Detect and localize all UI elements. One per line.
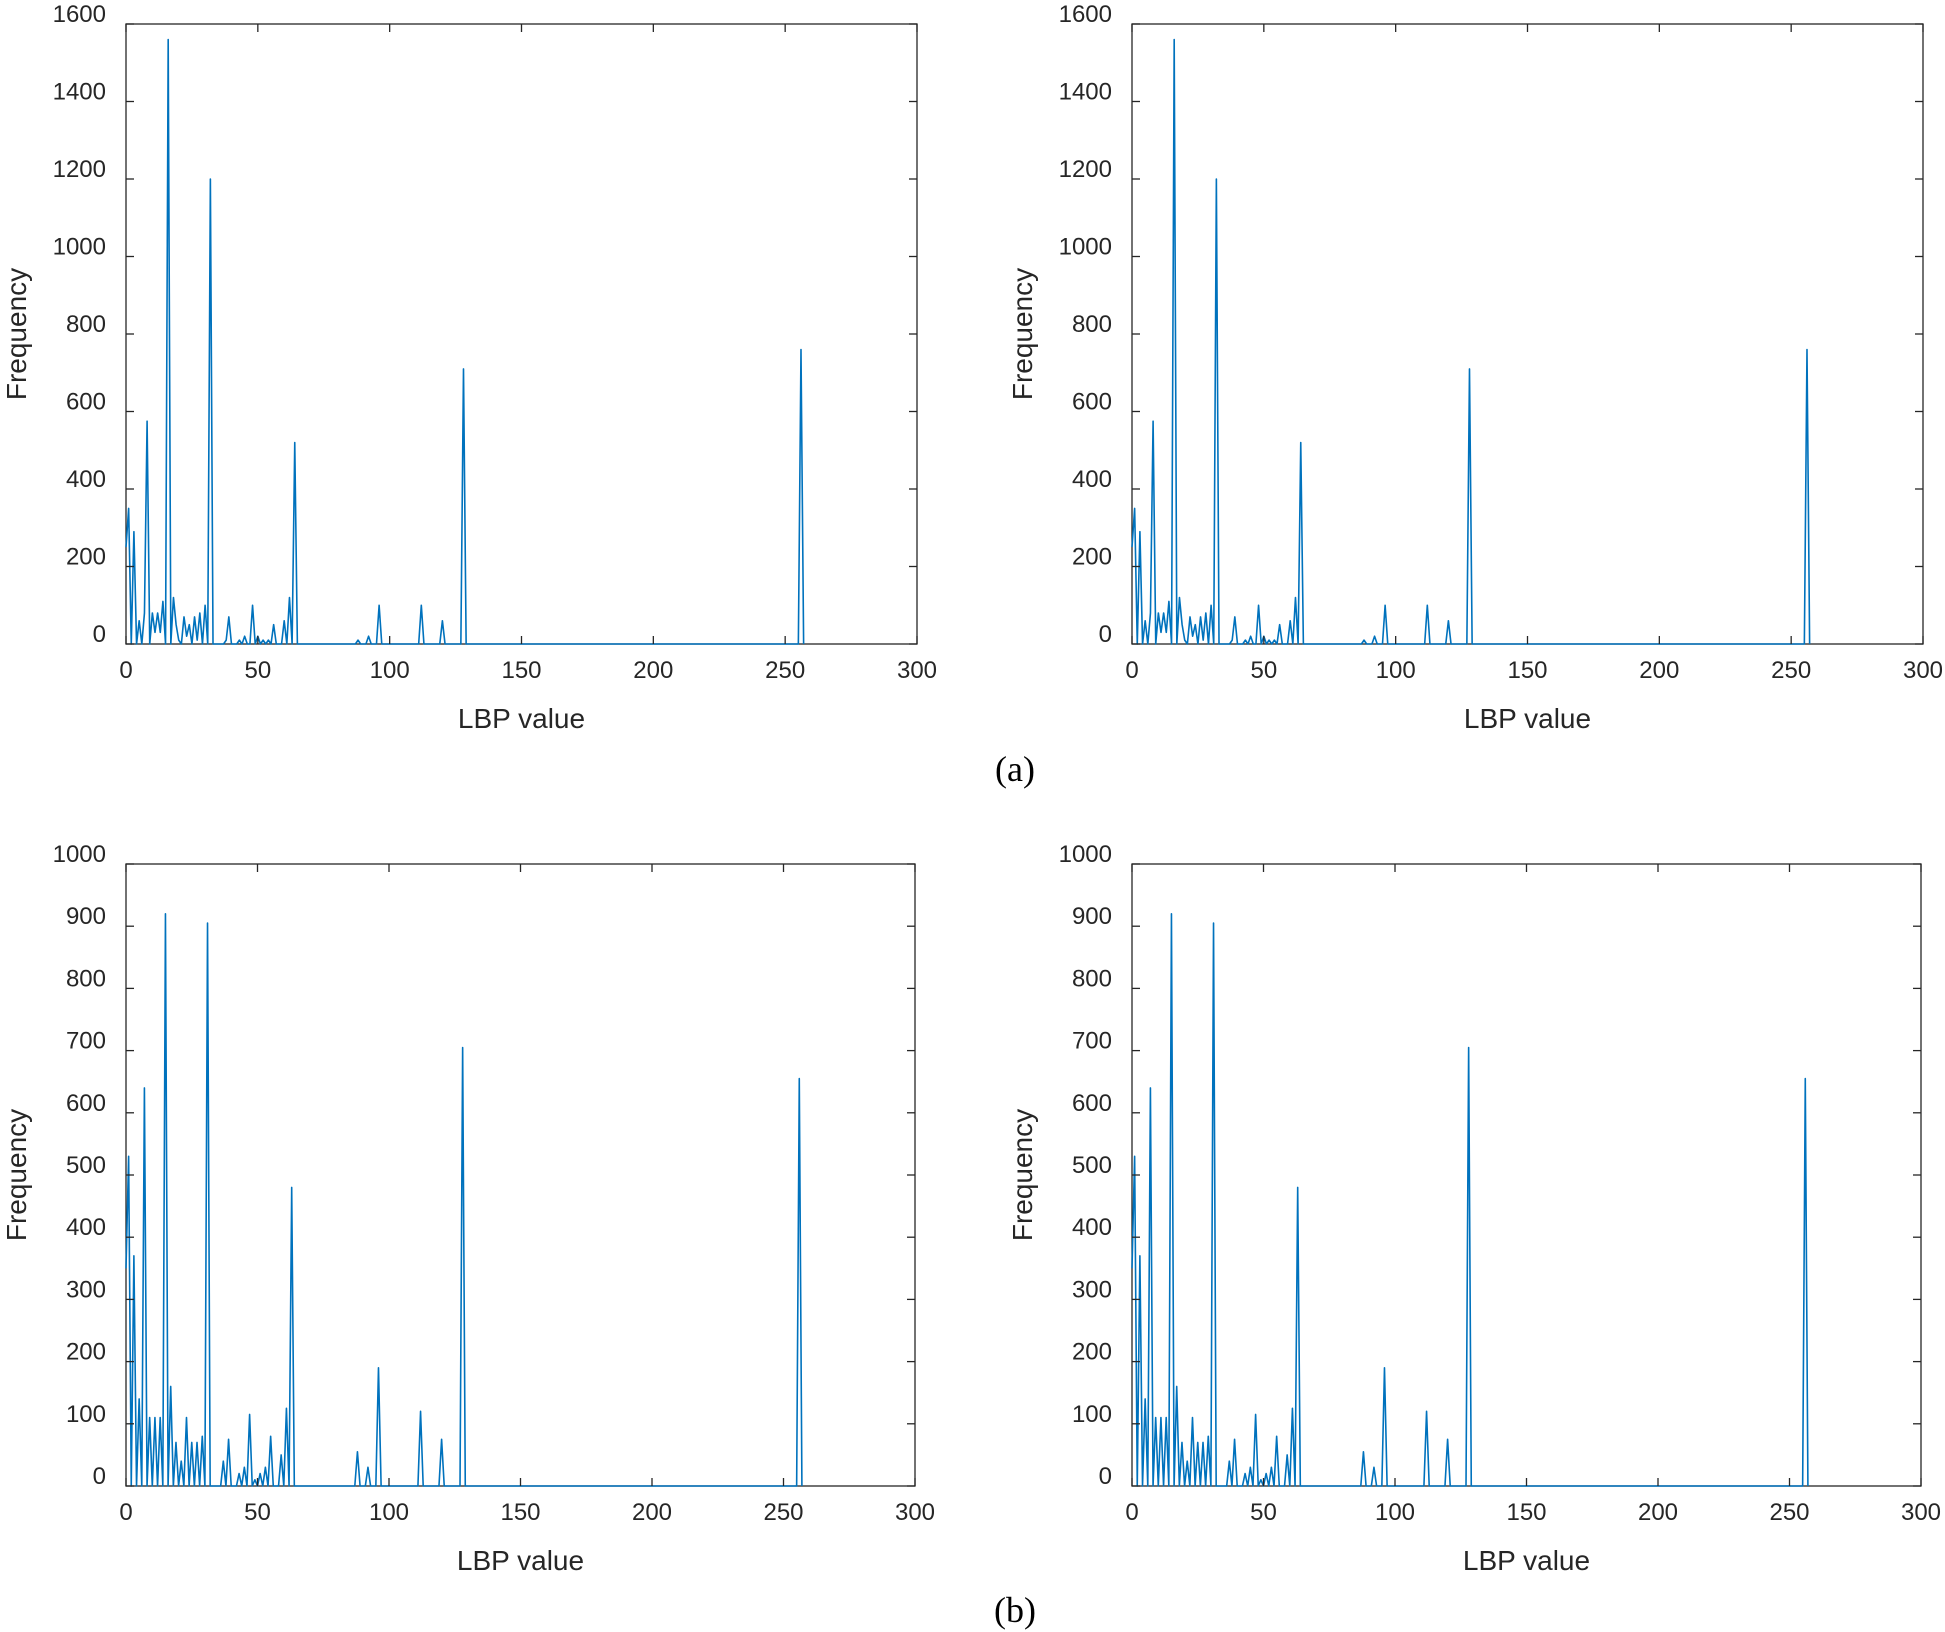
caption-b: (b) [994,1590,1036,1630]
y-tick-label: 400 [1072,1214,1112,1241]
x-tick-label: 300 [1901,1499,1941,1526]
y-tick-label: 1000 [53,234,106,261]
x-tick-label: 50 [1250,657,1277,684]
y-tick-label: 1600 [53,1,106,28]
x-tick-label: 50 [244,1499,271,1526]
chart-b-left: 0 50 100 150 200 250 300 0 100 200 300 400 500 600 700… [1,841,935,1576]
y-tick-label: 1000 [1059,841,1112,868]
x-tick-label: 250 [763,1499,803,1526]
y-tick-label: 600 [1072,389,1112,416]
x-tick-label: 0 [119,1499,132,1526]
series-line [125,38,805,645]
x-tick-label: 100 [369,1499,409,1526]
y-tick-label: 700 [66,1028,106,1055]
y-axis-label: Frequency [1007,268,1038,400]
x-axis-label: LBP value [458,703,585,734]
x-tick-label: 300 [895,1499,935,1526]
y-tick-label: 600 [66,389,106,416]
y-axis-label: Frequency [1,1109,32,1241]
series-line [1131,912,1809,1487]
chart-b-right: 0 50 100 150 200 250 300 0 100 200 300 400 500 600 700… [1007,841,1941,1576]
x-tick-label: 50 [1250,1499,1277,1526]
y-tick-label: 500 [1072,1152,1112,1179]
y-tick-label: 800 [66,965,106,992]
y-tick-label: 0 [93,1463,106,1490]
x-tick-label: 150 [501,657,541,684]
x-tick-label: 200 [1638,1499,1678,1526]
x-tick-label: 250 [1769,1499,1809,1526]
x-tick-label: 300 [1903,657,1943,684]
y-tick-label: 100 [1072,1401,1112,1428]
x-tick-label: 300 [897,657,937,684]
x-tick-label: 150 [1507,657,1547,684]
x-tick-label: 100 [370,657,410,684]
y-tick-label: 0 [93,621,106,648]
y-tick-label: 700 [1072,1028,1112,1055]
caption-a: (a) [995,749,1035,789]
y-tick-label: 100 [66,1401,106,1428]
x-tick-label: 200 [633,657,673,684]
x-axis-label: LBP value [457,1545,584,1576]
x-axis-label: LBP value [1463,1545,1590,1576]
y-tick-label: 200 [66,1339,106,1366]
y-tick-label: 600 [1072,1090,1112,1117]
y-tick-label: 1400 [53,79,106,106]
y-tick-label: 300 [66,1276,106,1303]
y-tick-label: 1400 [1059,79,1112,106]
y-tick-label: 800 [66,311,106,338]
y-tick-label: 400 [1072,466,1112,493]
series-line [1131,38,1811,645]
y-tick-label: 900 [1072,903,1112,930]
chart-a-left: 0 50 100 150 200 250 300 0 200 400 600 800 1000 1200 1… [1,1,937,734]
y-tick-label: 1000 [1059,234,1112,261]
y-axis-label: Frequency [1007,1109,1038,1241]
y-axis-label: Frequency [1,268,32,400]
y-tick-label: 200 [66,544,106,571]
axes-box [125,23,918,645]
x-tick-label: 250 [1771,657,1811,684]
x-tick-label: 200 [1639,657,1679,684]
y-tick-label: 1200 [53,156,106,183]
y-tick-label: 800 [1072,311,1112,338]
x-tick-label: 0 [119,657,132,684]
x-tick-label: 100 [1376,657,1416,684]
y-tick-label: 1600 [1059,1,1112,28]
x-tick-label: 150 [1506,1499,1546,1526]
x-tick-label: 150 [500,1499,540,1526]
y-tick-label: 0 [1099,1463,1112,1490]
series-line [125,912,803,1487]
x-axis-label: LBP value [1464,703,1591,734]
y-tick-label: 1000 [53,841,106,868]
y-tick-label: 800 [1072,965,1112,992]
y-tick-label: 400 [66,1214,106,1241]
y-tick-label: 200 [1072,544,1112,571]
x-tick-label: 50 [244,657,271,684]
axes-box [1131,23,1924,645]
y-tick-label: 600 [66,1090,106,1117]
y-tick-label: 500 [66,1152,106,1179]
y-tick-label: 0 [1099,621,1112,648]
y-tick-label: 400 [66,466,106,493]
x-tick-label: 100 [1375,1499,1415,1526]
x-tick-label: 0 [1125,657,1138,684]
x-tick-label: 200 [632,1499,672,1526]
x-tick-label: 250 [765,657,805,684]
y-tick-label: 200 [1072,1339,1112,1366]
y-tick-label: 900 [66,903,106,930]
chart-a-right: 0 50 100 150 200 250 300 0 200 400 600 800 1000 1200 1… [1007,1,1943,734]
x-tick-label: 0 [1125,1499,1138,1526]
y-tick-label: 1200 [1059,156,1112,183]
y-tick-label: 300 [1072,1276,1112,1303]
